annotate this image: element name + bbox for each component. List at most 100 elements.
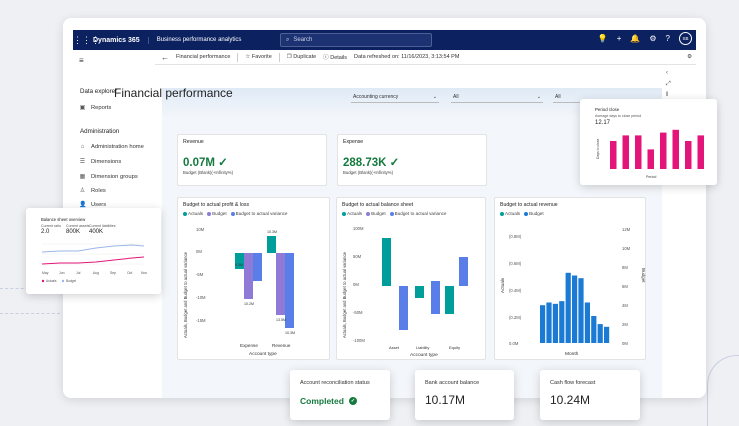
period-close-bar xyxy=(635,135,642,169)
card-title: Revenue xyxy=(183,139,204,145)
gear-icon[interactable]: ⚙ xyxy=(649,34,657,43)
pl-chart-card[interactable]: Budget to actual profit & loss Actuals B… xyxy=(177,197,330,360)
sidebar-item-administration-home[interactable]: ⌂ Administration home xyxy=(79,144,144,150)
lightbulb-icon[interactable]: 💡 xyxy=(597,34,608,43)
help-icon[interactable]: ? xyxy=(665,34,670,43)
background-line xyxy=(0,313,60,314)
metric-value: 400K xyxy=(89,229,104,235)
expand-icon[interactable]: ⤢ xyxy=(666,81,671,87)
x-tick-revenue: Revenue xyxy=(272,343,291,348)
cash-flow-tile[interactable]: Cash flow forecast 10.24M xyxy=(540,370,640,420)
x-tick: Jul xyxy=(76,271,81,275)
chart-legend: Actuals Budget Budget to actual variance xyxy=(183,211,287,216)
star-icon: ☆ xyxy=(245,54,251,60)
bar-liability-variance xyxy=(431,281,440,314)
metric-value: 800K xyxy=(66,229,81,235)
status-value: Completed ✓ xyxy=(300,396,357,406)
x-tick: May xyxy=(42,271,49,275)
duplicate-button[interactable]: ❐ Duplicate xyxy=(287,54,316,60)
grid-icon: ▦ xyxy=(79,174,86,180)
legend-item-variance: Budget to actual variance xyxy=(389,211,446,216)
x-tick: Sep xyxy=(110,271,116,275)
app-name: Business performance analytics xyxy=(156,37,242,43)
kpi-number: 0.07M xyxy=(183,157,215,169)
y-tick: 10M xyxy=(196,227,205,232)
bell-icon[interactable]: 🔔 xyxy=(630,34,641,43)
x-tick-liability: Liability xyxy=(416,345,429,350)
bs-chart-card[interactable]: Budget to actual balance sheet Actuals B… xyxy=(336,197,486,360)
bar-expense-budget xyxy=(244,253,253,299)
avatar[interactable]: SB xyxy=(679,32,692,45)
search-input[interactable]: ⌕ Search xyxy=(280,33,432,47)
breadcrumb[interactable]: Financial performance xyxy=(176,54,231,60)
period-close-card[interactable]: Period close Average days to close perio… xyxy=(580,99,717,185)
revenue-bar xyxy=(552,303,558,343)
x-tick: Nov xyxy=(141,271,147,275)
sidebar-item-reports[interactable]: ▣ Reports xyxy=(79,104,112,112)
expense-card[interactable]: Expense 288.73K ✓ Budget (Blank)(+Infini… xyxy=(337,134,487,186)
sidebar-item-label: Dimensions xyxy=(91,158,122,165)
y2-tick: 8M xyxy=(622,265,628,270)
metric-value: 2.0 xyxy=(41,229,50,235)
bank-balance-tile[interactable]: Bank account balance 10.17M xyxy=(415,370,514,420)
duplicate-label: Duplicate xyxy=(293,54,317,60)
y2-tick: 2M xyxy=(622,322,628,327)
x-tick: Jun xyxy=(59,271,65,275)
sidebar-item-dimension-groups[interactable]: ▦ Dimension groups xyxy=(79,173,138,181)
details-button[interactable]: ⓘ Details xyxy=(323,53,347,61)
tile-label: Cash flow forecast xyxy=(550,380,596,386)
plus-icon[interactable]: + xyxy=(616,34,622,43)
bar-expense-actuals xyxy=(235,253,244,269)
filter-dropdown[interactable]: All ⌄ xyxy=(451,92,543,103)
chart-legend: Actuals Budget xyxy=(500,211,544,216)
reconciliation-tile[interactable]: Account reconciliation status Completed ✓ xyxy=(290,370,390,420)
report-icon: ▣ xyxy=(79,105,86,111)
bs-chart: Actuals, Budget and Budget to actual var… xyxy=(342,226,468,358)
card-title: Balance sheet overview xyxy=(41,217,86,222)
sidebar-item-dimensions[interactable]: ☰ Dimensions xyxy=(79,158,122,166)
copy-icon: ❐ xyxy=(286,54,292,60)
period-close-bar xyxy=(610,141,617,169)
chart-title: Budget to actual balance sheet xyxy=(342,202,414,208)
pause-icon[interactable]: ‖ xyxy=(666,92,669,98)
tile-label: Account reconciliation status xyxy=(300,380,370,386)
period-close-bar xyxy=(647,149,654,169)
chart-title: Budget to actual profit & loss xyxy=(183,202,250,208)
kpi-value: 12.17 xyxy=(595,120,611,126)
favorite-button[interactable]: ☆ Favorite xyxy=(245,54,271,60)
revenue-bar xyxy=(540,305,546,343)
filter-dropdown[interactable]: All xyxy=(553,92,583,103)
y2-tick: 10M xyxy=(622,246,631,251)
refresh-status: Data refreshed on: 11/16/2023, 3:13:54 P… xyxy=(354,54,460,60)
x-axis-label: Month xyxy=(565,351,579,357)
y-tick: -5M xyxy=(196,272,204,277)
bar-expense-variance xyxy=(253,253,262,281)
sidebar-item-roles[interactable]: ♙ Roles xyxy=(79,187,106,195)
chevron-left-icon[interactable]: ‹ xyxy=(666,70,668,76)
bar-asset-actuals xyxy=(382,238,391,286)
filter-value: All xyxy=(555,94,561,100)
hamburger-icon[interactable]: ≡ xyxy=(79,56,84,65)
kpi-value: 0.07M ✓ xyxy=(183,155,228,169)
revenue-chart-card[interactable]: Budget to actual revenue Actuals Budget … xyxy=(494,197,646,360)
legend-item-variance: Budget to actual variance xyxy=(230,211,287,216)
back-icon[interactable]: ← xyxy=(161,52,169,62)
x-axis-label: Account type xyxy=(249,351,277,357)
revenue-bar xyxy=(597,324,603,343)
top-nav-bar: ⋮⋮⋮ Dynamics 365 Business performance an… xyxy=(73,30,696,50)
sidebar-item-users[interactable]: 👤 Users xyxy=(79,201,106,209)
x-tick-equity: Equity xyxy=(449,345,460,350)
app-launcher-icon[interactable]: ⋮⋮⋮ xyxy=(73,34,100,45)
settings-icon[interactable]: ⚙ xyxy=(687,54,692,60)
bar-revenue-actuals xyxy=(267,236,276,253)
currency-filter[interactable]: Accounting currency ⌄ xyxy=(351,92,439,103)
y-tick: 0M xyxy=(353,282,359,287)
check-icon: ✓ xyxy=(386,157,400,169)
background-line xyxy=(707,355,739,426)
balance-overview-card[interactable]: Balance sheet overview Current ratio 2.0… xyxy=(26,208,161,294)
x-axis-label: Period xyxy=(646,175,656,179)
y-tick: 50M xyxy=(353,254,362,259)
brand-name[interactable]: Dynamics 365 xyxy=(93,36,149,44)
revenue-card[interactable]: Revenue 0.07M ✓ Budget (Blank)(+Infinity… xyxy=(177,134,327,186)
data-label: 10.3M xyxy=(285,331,295,335)
